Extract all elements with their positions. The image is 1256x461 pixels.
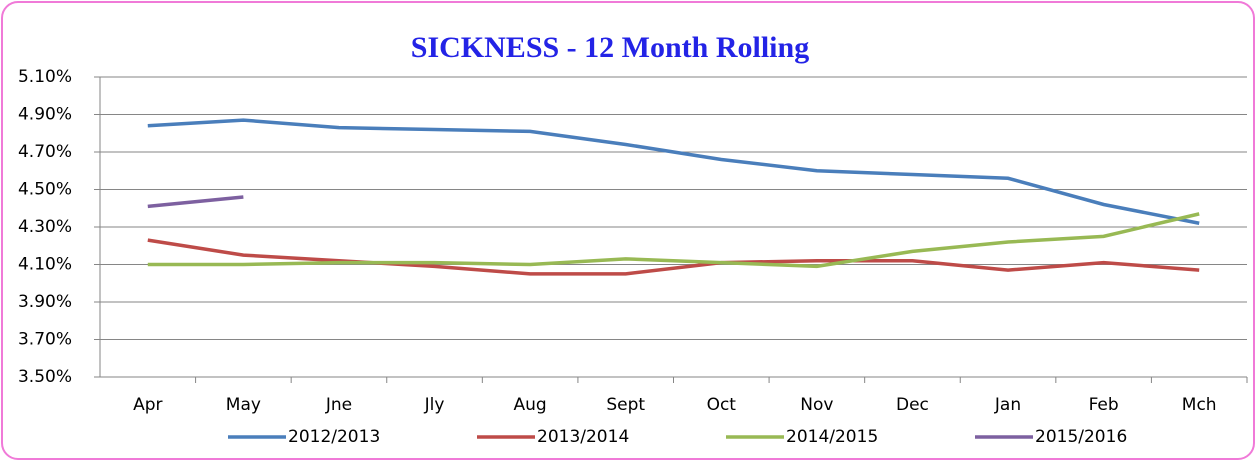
x-tick-label: Jly xyxy=(424,395,445,415)
x-tick-label: Nov xyxy=(800,395,833,415)
series-line xyxy=(147,212,1200,269)
series-line xyxy=(147,195,244,209)
y-tick-label: 3.70% xyxy=(18,330,72,350)
y-tick-label: 4.10% xyxy=(18,255,72,275)
legend-label: 2015/2016 xyxy=(1035,427,1127,447)
chart-title: SICKNESS - 12 Month Rolling xyxy=(411,31,809,64)
legend-label: 2014/2015 xyxy=(786,427,878,447)
y-tick-label: 4.70% xyxy=(18,142,72,162)
x-tick-label: Mch xyxy=(1182,395,1217,415)
x-tick-label: Feb xyxy=(1089,395,1119,415)
legend-label: 2012/2013 xyxy=(288,427,380,447)
y-tick-label: 4.90% xyxy=(18,105,72,125)
legend-label: 2013/2014 xyxy=(537,427,629,447)
x-tick-label: Aug xyxy=(514,395,547,415)
x-tick-label: Sept xyxy=(606,395,645,415)
y-tick-label: 4.50% xyxy=(18,180,72,200)
x-tick-label: Dec xyxy=(896,395,929,415)
y-tick-label: 4.30% xyxy=(18,217,72,237)
y-tick-label: 3.90% xyxy=(18,292,72,312)
x-tick-label: May xyxy=(226,395,261,415)
series-line xyxy=(147,238,1200,276)
x-tick-label: Oct xyxy=(707,395,737,415)
x-tick-label: Jan xyxy=(994,395,1021,415)
x-tick-label: Apr xyxy=(133,395,162,415)
series-line xyxy=(147,118,1200,225)
y-tick-label: 5.10% xyxy=(18,67,72,87)
y-tick-label: 3.50% xyxy=(18,367,72,387)
x-tick-label: Jne xyxy=(325,395,352,415)
